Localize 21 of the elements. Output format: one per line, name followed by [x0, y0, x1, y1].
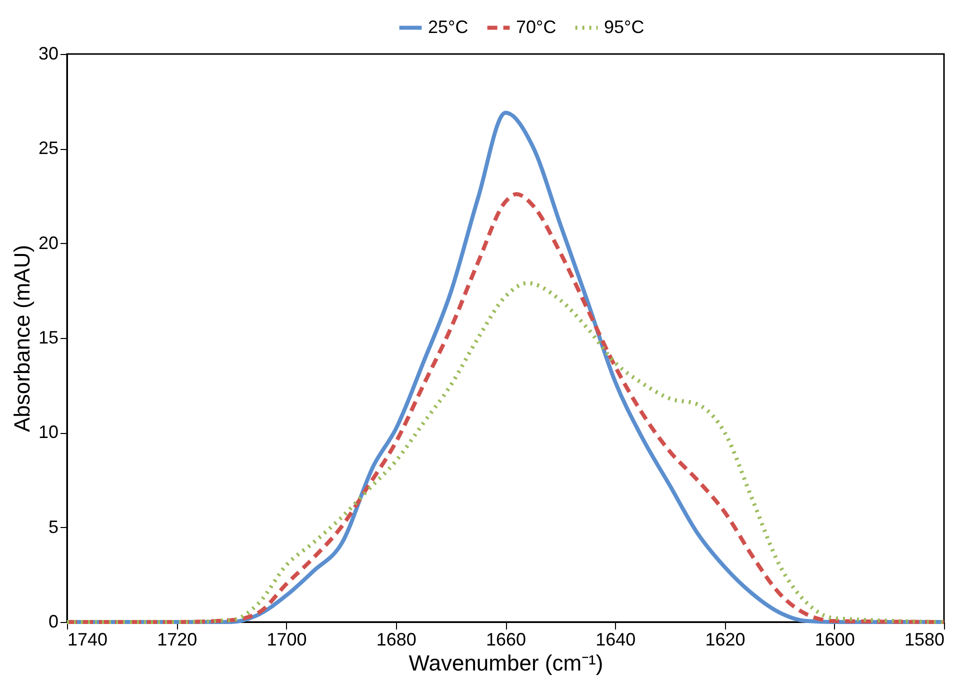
x-tick-label: 1700 — [266, 630, 307, 650]
x-tick-label: 1640 — [596, 630, 636, 650]
y-tick-label: 20 — [38, 232, 58, 253]
y-axis-title: Absorbance (mAU) — [9, 244, 34, 432]
y-tick-label: 15 — [38, 328, 58, 348]
x-tick-label: 1620 — [705, 630, 746, 650]
y-tick-label: 10 — [38, 422, 58, 442]
x-tick-label: 1720 — [157, 630, 198, 650]
x-tick-label: 1580 — [904, 630, 944, 650]
legend-label: 95°C — [604, 16, 644, 37]
y-tick-label: 25 — [38, 138, 58, 158]
x-tick-label: 1660 — [486, 630, 526, 650]
y-tick-label: 0 — [48, 612, 58, 632]
legend-label: 25°C — [428, 16, 468, 37]
x-tick-label: 1740 — [68, 630, 108, 650]
x-tick-label: 1680 — [376, 630, 416, 650]
y-tick-label: 30 — [38, 44, 58, 64]
y-tick-label: 5 — [48, 516, 58, 537]
x-tick-label: 1600 — [814, 630, 855, 650]
legend-label: 70°C — [516, 16, 556, 37]
x-axis-title: Wavenumber (cm⁻¹) — [408, 650, 604, 676]
